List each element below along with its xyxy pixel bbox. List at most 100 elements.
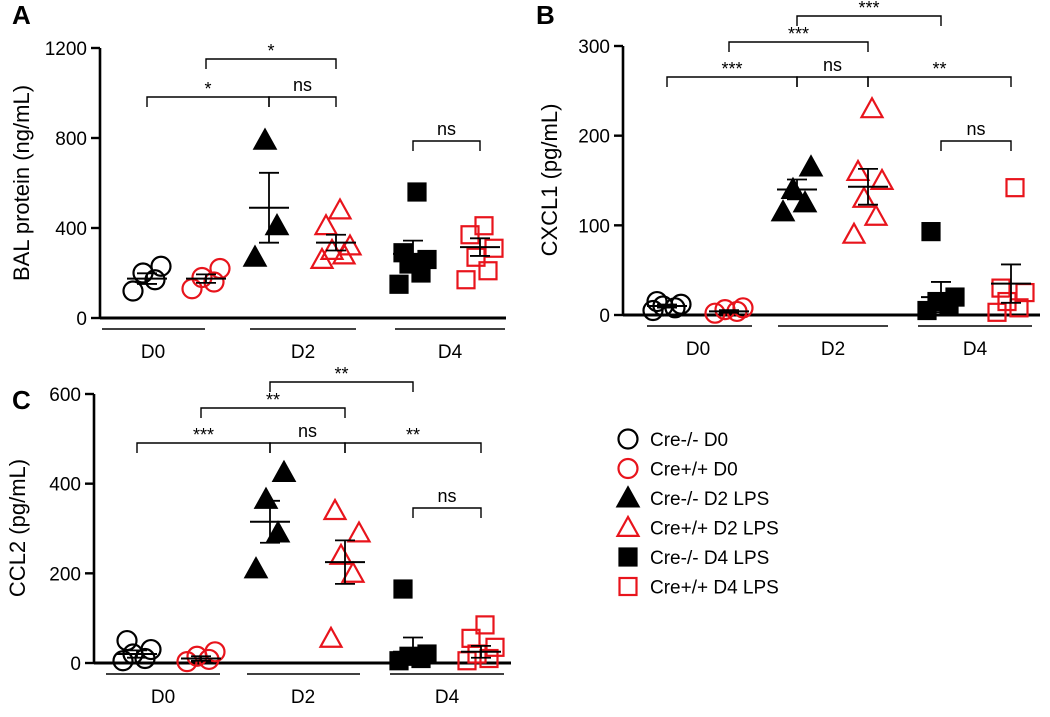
data-point (732, 297, 754, 319)
data-point (478, 261, 498, 281)
y-tick-label: 300 (578, 37, 610, 58)
data-point (319, 237, 345, 260)
series-cre-d4-lps (457, 615, 505, 671)
legend-label: Cre+/+ D4 LPS (650, 578, 779, 599)
bracket-label: ns (823, 55, 842, 75)
data-point (340, 560, 366, 583)
bracket-line (269, 442, 346, 453)
bracket-label: * (267, 41, 274, 61)
series-cre-d4-lps (987, 178, 1035, 322)
bracket-label: ns (437, 486, 456, 506)
y-tick-label: 800 (55, 129, 87, 150)
y-tick-label: 200 (578, 127, 610, 148)
y-tick-label: 600 (49, 385, 81, 406)
data-point (346, 520, 372, 543)
data-point (318, 625, 344, 648)
data-point (485, 637, 505, 657)
group-label-d0: D0 (686, 339, 710, 360)
significance-bracket: ns (268, 75, 337, 107)
data-point (646, 290, 668, 313)
y-tick-label: 400 (49, 475, 81, 496)
bracket-line (268, 96, 337, 107)
group-label-d0: D0 (151, 687, 175, 708)
data-point (328, 542, 354, 565)
series-cre-d2-lps (242, 127, 290, 267)
y-tick-label: 400 (55, 219, 87, 240)
data-point (780, 176, 806, 199)
bracket-label: ** (932, 59, 946, 79)
data-point (417, 644, 437, 664)
data-point (841, 221, 867, 244)
data-point (863, 203, 889, 226)
significance-bracket: ns (940, 119, 1012, 151)
data-point (1009, 298, 1029, 318)
data-point (475, 615, 495, 635)
data-point (921, 222, 941, 242)
data-point (122, 280, 144, 302)
significance-bracket: ** (200, 390, 346, 418)
significance-bracket: *** (796, 0, 942, 26)
legend-label: Cre+/+ D0 (650, 460, 738, 481)
legend-item-cre-d4-lps: Cre+/+ D4 LPS (618, 576, 779, 599)
data-point (991, 278, 1011, 298)
group-label-d4: D4 (435, 687, 460, 708)
series-cre-d0 (112, 629, 162, 672)
bracket-label: *** (193, 425, 214, 445)
bracket-line (940, 140, 1012, 151)
group-label-d2: D2 (291, 342, 315, 363)
legend-marker-icon (617, 428, 639, 450)
series-cre-d4-lps (917, 222, 965, 321)
significance-bracket: ns (796, 55, 869, 87)
data-point (322, 497, 348, 521)
bracket-label: ns (966, 119, 985, 139)
data-point (243, 556, 269, 579)
bracket-label: ns (298, 421, 317, 441)
bracket-label: *** (788, 24, 809, 44)
y-axis-label: BAL protein (ng/mL) (9, 85, 34, 281)
bracket-line (412, 140, 481, 151)
data-point (407, 182, 427, 202)
data-point (987, 302, 1007, 322)
significance-bracket: *** (136, 425, 271, 453)
data-point (869, 167, 895, 190)
data-point (393, 579, 413, 599)
series-cre-d0 (704, 297, 754, 324)
legend-item-cre-d0: Cre-/- D0 (617, 428, 728, 451)
legend-marker-icon (615, 485, 641, 508)
y-tick-label: 0 (70, 654, 81, 675)
y-tick-label: 1200 (45, 39, 87, 60)
data-point (253, 486, 279, 509)
group-label-d2: D2 (821, 339, 845, 360)
legend-item-cre-d2-lps: Cre+/+ D2 LPS (615, 514, 779, 540)
series-cre-d0 (642, 290, 692, 322)
data-point (271, 459, 297, 482)
data-point (792, 190, 818, 213)
significance-bracket: ** (344, 425, 482, 453)
data-point (389, 274, 409, 294)
legend-marker-icon (615, 514, 641, 538)
panel-label: C (12, 385, 31, 415)
data-point (252, 127, 278, 150)
significance-bracket: * (146, 79, 270, 107)
series-cre-d4-lps (389, 579, 437, 671)
legend-label: Cre+/+ D2 LPS (650, 519, 779, 540)
bracket-line (205, 58, 337, 69)
y-tick-label: 0 (599, 306, 610, 327)
series-cre-d2-lps (318, 497, 372, 648)
panel-label: A (12, 0, 31, 30)
significance-bracket: *** (728, 24, 869, 52)
y-tick-label: 200 (49, 564, 81, 585)
y-tick-label: 0 (76, 309, 87, 330)
data-point (484, 238, 504, 258)
data-point (845, 158, 871, 182)
bracket-label: * (204, 79, 211, 99)
bracket-line (796, 15, 942, 26)
panel-b: B 0 100 200 300 CXCL1 (pg/mL) D0 D2 D4 *** *** *** n… (536, 0, 1040, 360)
legend-item-cre-d4-lps: Cre-/- D4 LPS (618, 547, 769, 569)
legend-marker-icon (618, 576, 638, 597)
series-cre-d4-lps (389, 182, 437, 294)
y-axis-label: CCL2 (pg/mL) (5, 459, 30, 597)
group-label-d4: D4 (438, 342, 463, 363)
